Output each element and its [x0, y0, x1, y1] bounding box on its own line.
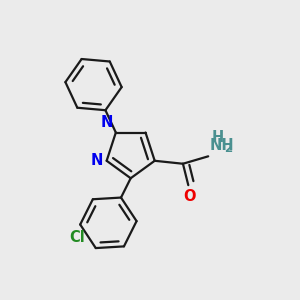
Text: N: N	[91, 153, 103, 168]
Text: 2: 2	[225, 142, 233, 155]
Text: O: O	[184, 189, 196, 204]
Text: N: N	[100, 115, 113, 130]
Text: H: H	[211, 130, 224, 145]
Text: NH: NH	[210, 138, 234, 153]
Text: Cl: Cl	[69, 230, 85, 245]
